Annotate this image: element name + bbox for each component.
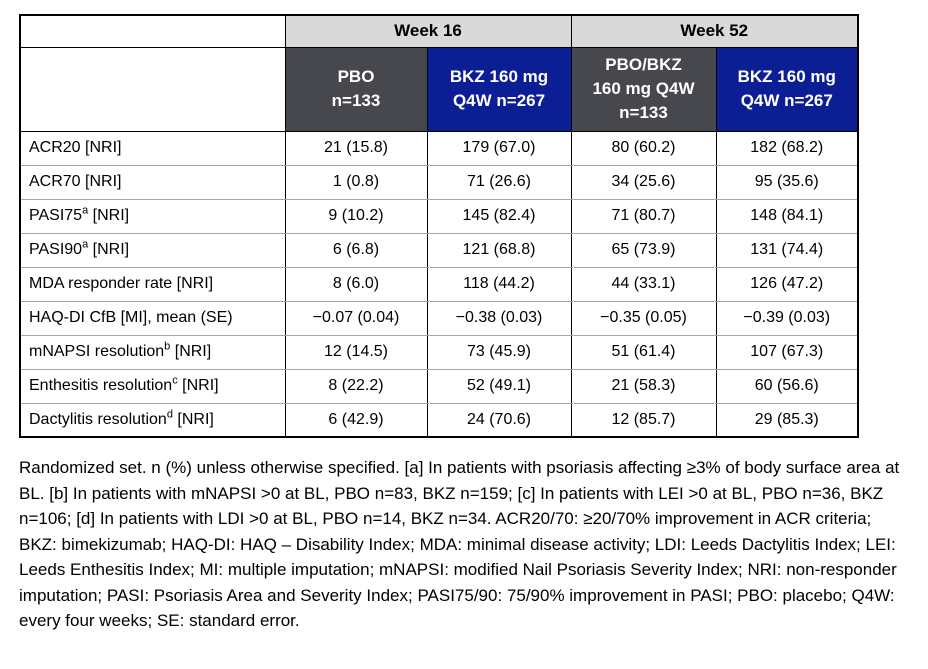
value-cell: 131 (74.4) [715,232,859,268]
value-cell: −0.07 (0.04) [284,300,428,336]
value-cell: −0.39 (0.03) [715,300,859,336]
table-row: PASI90a [NRI] 6 (6.8) 121 (68.8) 65 (73.9) 1… [19,232,859,268]
value-cell: 145 (82.4) [426,198,572,234]
column-header-pbo-bkz-week52: PBO/BKZ 160 mg Q4W n=133 [570,46,717,132]
table-row: Enthesitis resolutionc [NRI] 8 (22.2) 52 (… [19,368,859,404]
corner-cell-bottom [19,46,286,132]
value-cell: 107 (67.3) [715,334,859,370]
value-cell: 60 (56.6) [715,368,859,404]
row-label: Dactylitis resolutiond [NRI] [19,402,286,438]
value-cell: 73 (45.9) [426,334,572,370]
row-label: mNAPSI resolutionb [NRI] [19,334,286,370]
value-cell: 8 (22.2) [284,368,428,404]
value-cell: 51 (61.4) [570,334,717,370]
value-cell: 65 (73.9) [570,232,717,268]
week-16-header: Week 16 [284,14,572,48]
row-label: HAQ-DI CfB [MI], mean (SE) [19,300,286,336]
value-cell: 80 (60.2) [570,130,717,166]
column-header-bkz-week52: BKZ 160 mg Q4W n=267 [715,46,859,132]
arm-header-row: PBO n=133 BKZ 160 mg Q4W n=267 PBO/BKZ 160 mg… [19,46,859,132]
table-row: ACR20 [NRI] 21 (15.8) 179 (67.0) 80 (60.2) 1… [19,130,859,166]
value-cell: 21 (58.3) [570,368,717,404]
value-cell: 12 (85.7) [570,402,717,438]
column-header-pbo-week16: PBO n=133 [284,46,428,132]
value-cell: 1 (0.8) [284,164,428,200]
week-header-row: Week 16 Week 52 [19,14,859,48]
row-label: ACR20 [NRI] [19,130,286,166]
column-header-bkz-week16: BKZ 160 mg Q4W n=267 [426,46,572,132]
value-cell: 34 (25.6) [570,164,717,200]
value-cell: 118 (44.2) [426,266,572,302]
value-cell: 44 (33.1) [570,266,717,302]
value-cell: 148 (84.1) [715,198,859,234]
page: Week 16 Week 52 PBO n=133 BKZ 160 mg Q4W n=… [19,14,900,630]
table-row: ACR70 [NRI] 1 (0.8) 71 (26.6) 34 (25.6) 95 (… [19,164,859,200]
corner-cell-top [19,14,286,48]
value-cell: 182 (68.2) [715,130,859,166]
row-label: PASI75a [NRI] [19,198,286,234]
value-cell: 6 (6.8) [284,232,428,268]
value-cell: 121 (68.8) [426,232,572,268]
table-row: PASI75a [NRI] 9 (10.2) 145 (82.4) 71 (80.7)… [19,198,859,234]
results-table: Week 16 Week 52 PBO n=133 BKZ 160 mg Q4W n=… [19,14,859,438]
value-cell: 24 (70.6) [426,402,572,438]
value-cell: 21 (15.8) [284,130,428,166]
value-cell: 179 (67.0) [426,130,572,166]
value-cell: 12 (14.5) [284,334,428,370]
value-cell: 71 (26.6) [426,164,572,200]
week-52-header: Week 52 [570,14,859,48]
value-cell: −0.35 (0.05) [570,300,717,336]
value-cell: 9 (10.2) [284,198,428,234]
row-label: ACR70 [NRI] [19,164,286,200]
value-cell: 95 (35.6) [715,164,859,200]
value-cell: 6 (42.9) [284,402,428,438]
table-row: Dactylitis resolutiond [NRI] 6 (42.9) 24 (… [19,402,859,438]
value-cell: 126 (47.2) [715,266,859,302]
table-row: mNAPSI resolutionb [NRI] 12 (14.5) 73 (45.… [19,334,859,370]
value-cell: −0.38 (0.03) [426,300,572,336]
value-cell: 52 (49.1) [426,368,572,404]
footnote: Randomized set. n (%) unless otherwise s… [19,458,900,630]
value-cell: 71 (80.7) [570,198,717,234]
value-cell: 29 (85.3) [715,402,859,438]
row-label: Enthesitis resolutionc [NRI] [19,368,286,404]
row-label: PASI90a [NRI] [19,232,286,268]
row-label: MDA responder rate [NRI] [19,266,286,302]
table-row: HAQ-DI CfB [MI], mean (SE) −0.07 (0.04) −0… [19,300,859,336]
table-row: MDA responder rate [NRI] 8 (6.0) 118 (44.2… [19,266,859,302]
value-cell: 8 (6.0) [284,266,428,302]
